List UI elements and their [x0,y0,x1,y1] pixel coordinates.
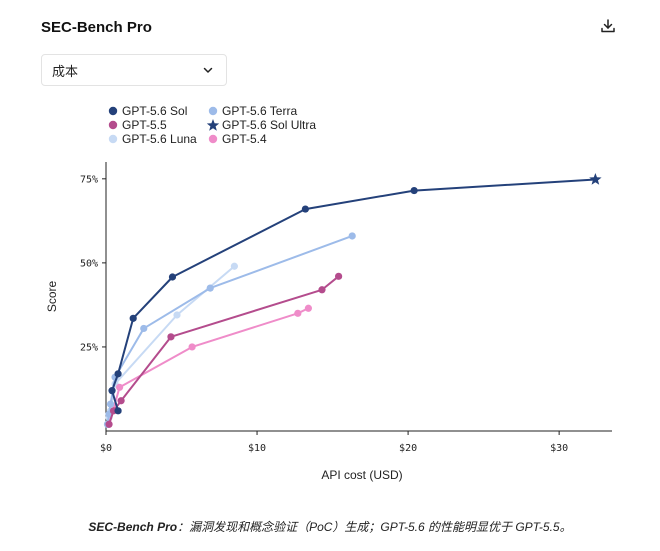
legend-item-gpt-5-5: GPT-5.5 [106,118,206,132]
data-point-gpt-5-5 [318,286,326,294]
legend-item-gpt-5-6-sol: GPT-5.6 Sol [106,104,206,118]
data-point-gpt-5-6-luna [173,311,181,319]
legend-marker-gpt-5-4 [206,132,220,146]
data-point-gpt-5-6-sol [108,387,116,395]
download-button[interactable] [597,17,619,39]
x-tick-label: $10 [248,443,266,454]
data-point-gpt-5-5 [105,420,113,428]
y-axis-label: Score [45,281,59,313]
data-point-gpt-5-6-terra [206,284,214,292]
legend-label: GPT-5.6 Luna [122,132,197,146]
x-tick-label: $20 [399,443,417,454]
data-point-gpt-5-5 [167,333,175,341]
data-point-gpt-5-6-sol [410,186,418,195]
data-point-gpt-5-6-terra [348,232,356,240]
legend-label: GPT-5.6 Sol Ultra [222,118,317,132]
caption-bold: SEC-Bench Pro [88,520,178,534]
data-point-gpt-5-4 [304,304,312,312]
legend-marker-gpt-5-5 [106,118,120,132]
data-point-gpt-5-6-sol [129,314,137,322]
x-tick-label: $30 [550,443,568,454]
data-point-gpt-5-6-sol [114,407,122,415]
legend-item-gpt-5-6-terra: GPT-5.6 Terra [206,104,336,118]
legend-item-gpt-5-6-luna: GPT-5.6 Luna [106,132,206,146]
page-title: SEC-Bench Pro [41,19,152,36]
dropdown-selected-value: 成本 [52,63,79,79]
chart-legend: GPT-5.6 Sol GPT-5.6 Terra GPT-5.5 GPT-5.6 S… [106,104,336,146]
legend-label: GPT-5.4 [222,132,267,146]
metric-dropdown[interactable]: 成本 [41,54,227,86]
data-point-gpt-5-6-sol [301,205,309,213]
series-line-gpt-5-6-sol [111,178,596,412]
chevron-down-icon [202,63,216,77]
y-tick-label: 50% [80,258,98,269]
data-point-star-gpt-5-6-sol [589,172,602,185]
data-point-gpt-5-5 [335,272,343,280]
legend-item-gpt-5-6-sol-ultra: GPT-5.6 Sol Ultra [206,118,336,132]
data-point-gpt-5-6-terra [140,324,148,333]
x-tick-label: $0 [100,443,112,454]
data-point-gpt-5-6-sol [114,370,122,378]
data-point-gpt-5-4 [188,343,196,351]
legend-marker-gpt-5-6-terra [206,104,220,118]
legend-item-gpt-5-4: GPT-5.4 [206,132,336,146]
series-line-gpt-5-5 [108,275,340,425]
y-tick-label: 25% [80,342,98,353]
legend-label: GPT-5.6 Sol [122,104,188,118]
data-point-gpt-5-6-terra [106,400,115,408]
caption-text: ：漏洞发现和概念验证（PoC）生成；GPT-5.6 的性能明显优于 GPT-5.… [177,520,572,534]
legend-label: GPT-5.6 Terra [222,104,298,118]
data-point-gpt-5-5 [117,397,125,405]
legend-marker-gpt-5-6-sol [106,104,120,118]
data-point-gpt-5-6-luna [230,262,238,270]
download-icon [600,18,616,39]
legend-marker-gpt-5-6-luna [106,132,120,146]
x-axis-label: API cost (USD) [321,468,402,482]
y-tick-label: 75% [80,174,98,185]
data-point-gpt-5-4 [294,309,302,317]
data-point-gpt-5-4 [115,383,124,391]
data-point-gpt-5-6-sol [168,273,177,281]
chart-caption: SEC-Bench Pro：漏洞发现和概念验证（PoC）生成；GPT-5.6 的… [0,518,660,535]
legend-marker-gpt-5-6-sol-ultra [206,118,220,132]
legend-label: GPT-5.5 [122,118,167,132]
